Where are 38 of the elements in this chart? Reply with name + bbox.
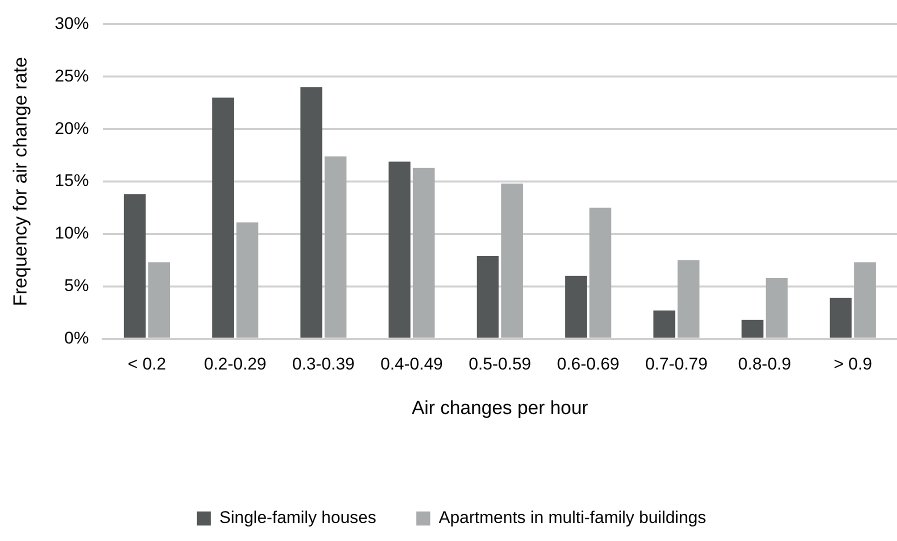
bar bbox=[653, 310, 676, 338]
y-tick-label: 30% bbox=[54, 14, 89, 33]
bar bbox=[324, 156, 346, 338]
bar bbox=[148, 262, 170, 338]
bar bbox=[124, 194, 146, 338]
bar bbox=[678, 260, 700, 338]
bar bbox=[388, 162, 410, 338]
bar bbox=[830, 298, 852, 338]
y-tick-label: 5% bbox=[64, 276, 89, 296]
bar bbox=[742, 320, 764, 338]
x-tick-label: 0.8-0.9 bbox=[738, 354, 792, 374]
x-tick-label: 0.5-0.59 bbox=[468, 354, 532, 374]
x-tick-label: 0.7-0.79 bbox=[645, 354, 708, 374]
bar bbox=[589, 208, 612, 338]
bar bbox=[236, 222, 258, 338]
y-axis-title: Frequency for air change rate bbox=[10, 56, 32, 306]
x-axis-title: Air changes per hour bbox=[412, 398, 589, 419]
y-tick-label: 15% bbox=[54, 171, 89, 190]
bar bbox=[212, 98, 234, 338]
legend-label: Single-family houses bbox=[219, 508, 376, 528]
bar bbox=[476, 256, 499, 338]
y-tick-label: 20% bbox=[54, 118, 89, 138]
x-tick-label: > 0.9 bbox=[834, 354, 872, 374]
y-tick-label: 0% bbox=[64, 328, 89, 348]
bar bbox=[766, 278, 788, 338]
bar bbox=[501, 184, 523, 338]
x-tick-label: 0.4-0.49 bbox=[380, 354, 443, 374]
y-tick-label: 25% bbox=[54, 66, 89, 86]
bar bbox=[565, 276, 587, 338]
bar bbox=[854, 262, 876, 338]
legend-label: Apartments in multi-family buildings bbox=[438, 508, 706, 528]
bar bbox=[412, 168, 435, 338]
bar bbox=[300, 87, 322, 338]
x-tick-label: 0.3-0.39 bbox=[292, 354, 355, 374]
x-tick-label: 0.6-0.69 bbox=[556, 354, 620, 374]
x-tick-label: 0.2-0.29 bbox=[204, 354, 266, 374]
x-tick-label: < 0.2 bbox=[128, 354, 166, 374]
y-tick-label: 10% bbox=[54, 224, 89, 243]
